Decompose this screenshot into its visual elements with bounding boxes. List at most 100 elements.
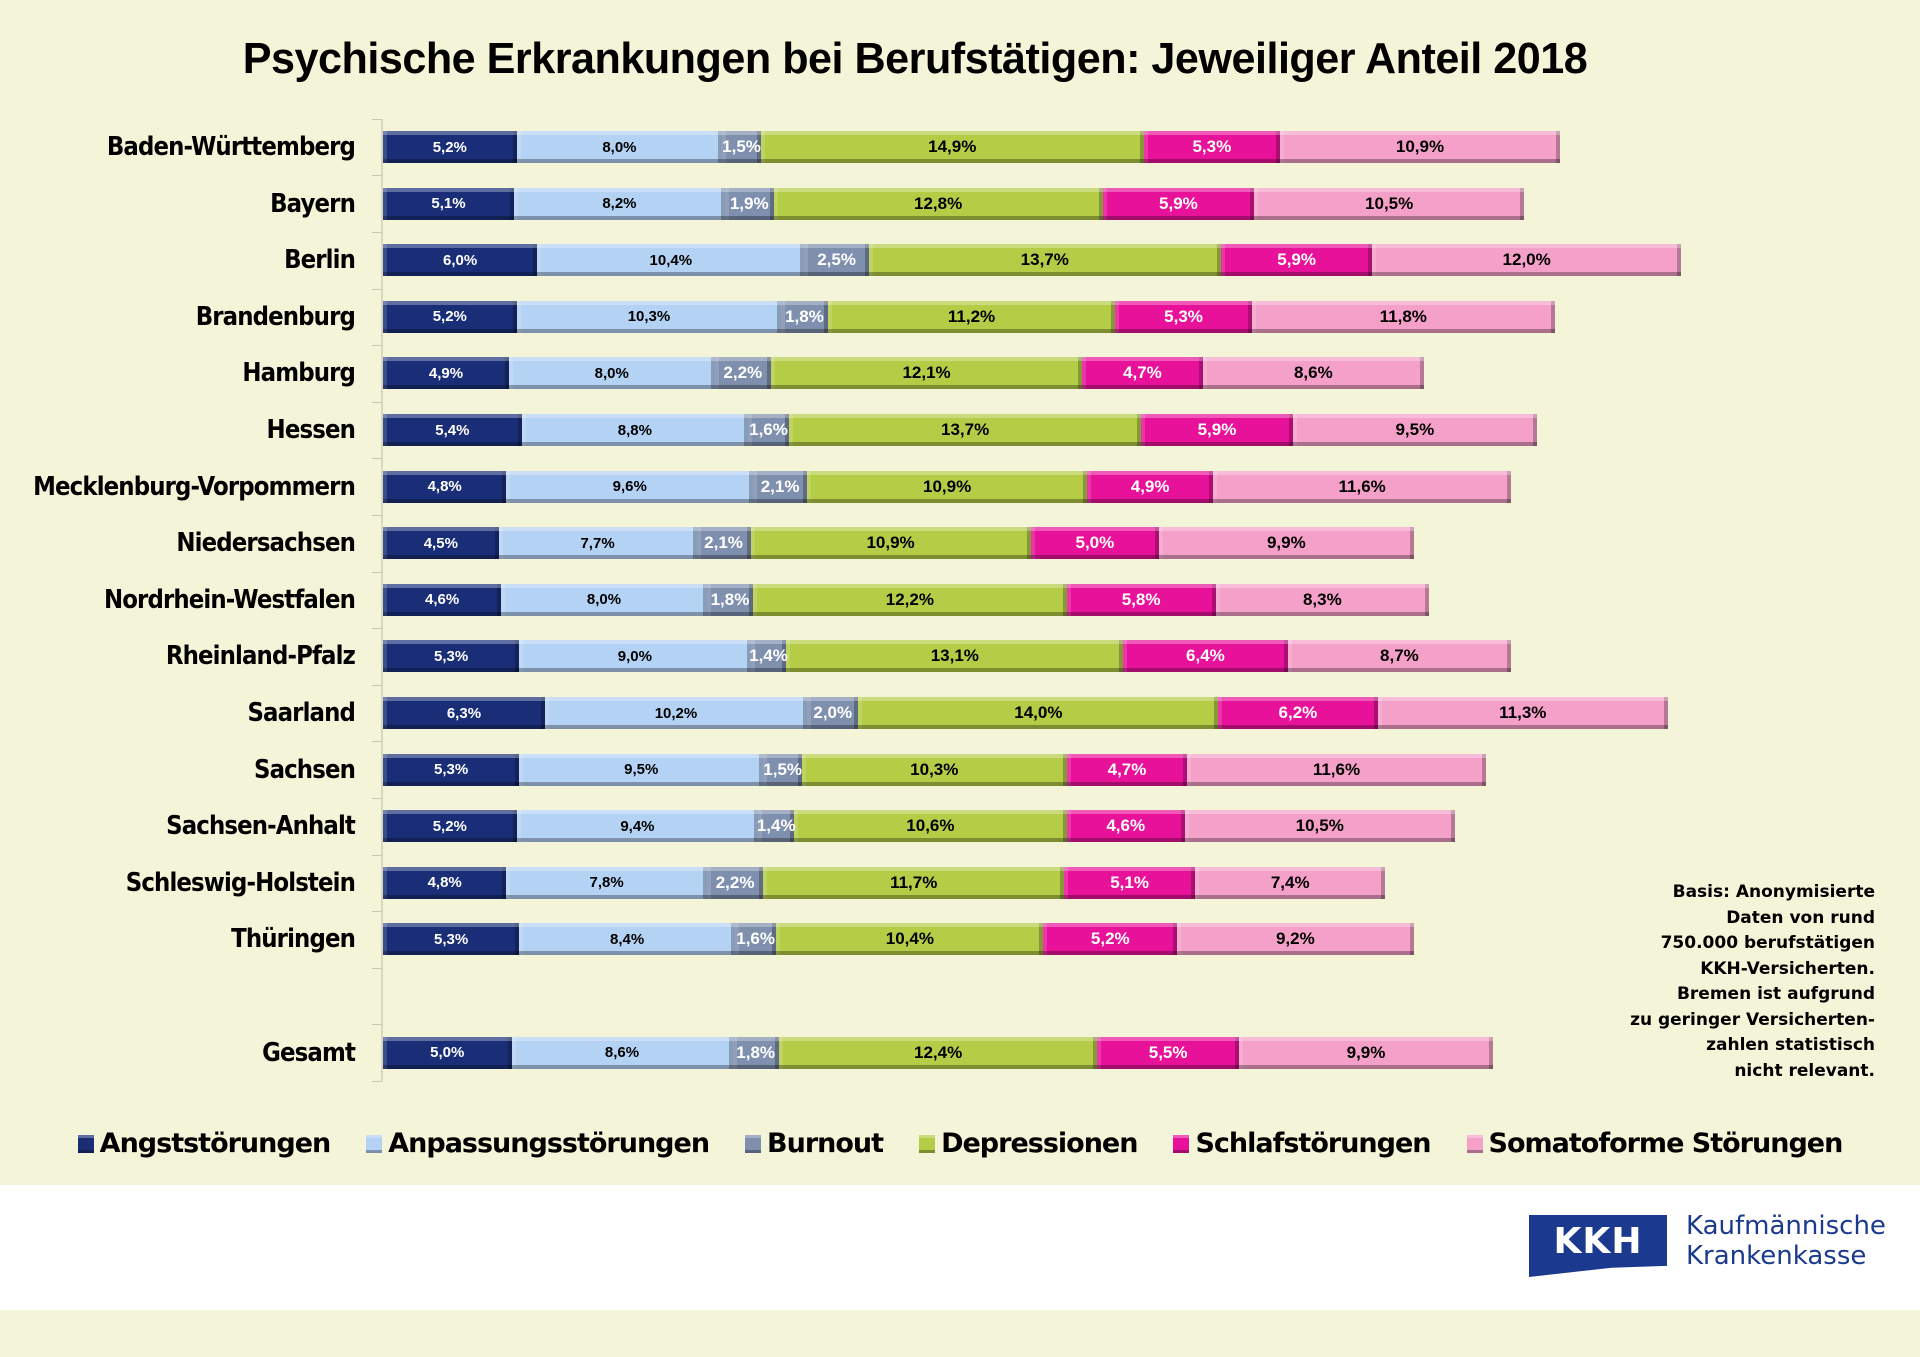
note-line: 750.000 berufstätigen — [1660, 933, 1875, 953]
bar-segment: 2,1% — [753, 470, 808, 503]
axis-tick — [372, 1080, 382, 1082]
legend-swatch-icon — [745, 1134, 762, 1153]
data-label: 2,1% — [760, 476, 800, 496]
data-label: 5,0% — [1075, 533, 1115, 553]
bar-segment: 5,3% — [383, 923, 520, 956]
data-label: 5,3% — [1192, 137, 1232, 156]
bar-segment: 8,6% — [1202, 357, 1424, 390]
bar-segment: 7,8% — [506, 866, 707, 899]
legend-swatch-icon — [919, 1134, 936, 1153]
data-label: 5,9% — [1197, 420, 1237, 439]
data-label: 8,2% — [602, 195, 637, 213]
bar-segment: 5,2% — [383, 300, 517, 333]
data-label: 9,4% — [620, 817, 655, 835]
data-label: 4,8% — [427, 478, 462, 496]
data-label: 8,3% — [1302, 589, 1342, 609]
legend: Angststörungen Anpassungsstörungen Burnout… — [0, 1128, 1920, 1159]
logo-abbr: KKH — [1553, 1221, 1643, 1262]
bar-segment: 9,9% — [1238, 1036, 1494, 1069]
legend-label: Schlafstörungen — [1195, 1128, 1431, 1159]
bar-segment: 4,5% — [383, 527, 499, 560]
legend-swatch-icon — [77, 1134, 94, 1153]
bar-segment: 1,8% — [781, 300, 828, 333]
data-label: 10,6% — [906, 816, 955, 836]
bar-segment: 5,9% — [1102, 187, 1255, 220]
bar-segment: 12,4% — [778, 1036, 1098, 1069]
note-line: Basis: Anonymisierte — [1672, 882, 1875, 902]
data-label: 4,6% — [425, 591, 460, 609]
bar-segment: 14,0% — [858, 697, 1219, 729]
axis-tick — [372, 118, 382, 120]
bar-segment: 10,9% — [807, 470, 1088, 503]
category-label: Thüringen — [231, 924, 356, 955]
category-label: Schleswig-Holstein — [125, 867, 356, 898]
data-label: 9,2% — [1275, 929, 1315, 949]
legend-label: Anpassungsstörungen — [388, 1128, 710, 1159]
data-label: 5,0% — [430, 1044, 465, 1062]
data-label: 1,8% — [710, 589, 750, 609]
bar-segment: 6,0% — [383, 244, 538, 277]
data-label: 9,5% — [624, 761, 659, 779]
legend-label: Depressionen — [941, 1128, 1138, 1159]
data-label: 8,8% — [617, 421, 652, 439]
data-label: 5,3% — [434, 647, 469, 665]
bar-segment: 10,4% — [537, 244, 805, 277]
bar-segment: 9,0% — [519, 640, 751, 673]
bar-segment: 10,5% — [1254, 187, 1525, 220]
data-label: 5,2% — [432, 138, 467, 156]
bar-segment: 1,5% — [722, 131, 761, 163]
axis-tick — [372, 175, 382, 177]
bar-segment: 8,4% — [519, 923, 736, 956]
legend-label: Somatoforme Störungen — [1488, 1128, 1844, 1159]
data-label: 10,9% — [1395, 137, 1445, 156]
bar-segment: 10,3% — [801, 753, 1067, 786]
category-label: Sachsen-Anhalt — [166, 811, 356, 842]
data-label: 5,8% — [1121, 589, 1161, 609]
logo-line-1: Kaufmännische — [1686, 1211, 1886, 1241]
bar-segment: 5,0% — [1030, 527, 1160, 560]
bar-segment: 14,9% — [760, 131, 1144, 163]
data-label: 1,9% — [729, 193, 769, 213]
bar-segment: 5,9% — [1141, 414, 1293, 446]
bar-segment: 1,8% — [732, 1036, 779, 1069]
axis-tick — [372, 345, 382, 347]
bar-segment: 5,9% — [1220, 244, 1373, 277]
data-label: 1,6% — [736, 929, 775, 949]
data-label: 10,9% — [923, 476, 972, 496]
axis-tick — [372, 911, 382, 913]
bar-segment: 5,5% — [1097, 1036, 1239, 1069]
legend-label: Angststörungen — [99, 1128, 332, 1159]
bar-segment: 5,3% — [1143, 131, 1280, 163]
logo-wordmark: Kaufmännische Krankenkasse — [1686, 1211, 1886, 1271]
data-label: 8,7% — [1380, 646, 1419, 666]
category-label: Bayern — [270, 188, 356, 219]
data-label: 6,4% — [1186, 646, 1225, 666]
bar-segment: 2,2% — [706, 866, 764, 899]
bar-segment: 5,1% — [1064, 866, 1196, 899]
axis-tick — [372, 288, 382, 290]
bar-segment: 12,8% — [773, 187, 1103, 220]
bar-segment: 1,5% — [763, 753, 802, 786]
data-label: 9,5% — [1395, 420, 1435, 439]
data-label: 7,7% — [580, 534, 615, 552]
data-label: 4,5% — [423, 534, 458, 552]
bar-segment: 4,6% — [1066, 810, 1185, 843]
data-label: 4,7% — [1123, 363, 1162, 383]
chart-title: Psychische Erkrankungen bei Berufstätige… — [242, 34, 1588, 83]
data-label: 10,2% — [654, 704, 698, 722]
bar-segment: 13,7% — [789, 414, 1142, 446]
data-label: 6,0% — [442, 251, 478, 269]
bar-segment: 5,2% — [383, 131, 517, 163]
category-label: Brandenburg — [195, 301, 356, 332]
bar-segment: 9,6% — [506, 470, 754, 503]
data-label: 5,3% — [434, 930, 469, 948]
data-label: 10,5% — [1295, 816, 1344, 836]
footer-bottom-band — [0, 1310, 1920, 1357]
bar-segment: 11,7% — [763, 866, 1065, 899]
data-label: 2,2% — [723, 363, 763, 383]
source-note: Basis: Anonymisierte Daten von rund 750.00… — [1630, 880, 1875, 1084]
data-label: 5,1% — [431, 195, 466, 213]
bar-segment: 10,3% — [516, 300, 782, 333]
bar-segment: 7,7% — [498, 527, 697, 560]
data-label: 5,5% — [1148, 1042, 1188, 1062]
